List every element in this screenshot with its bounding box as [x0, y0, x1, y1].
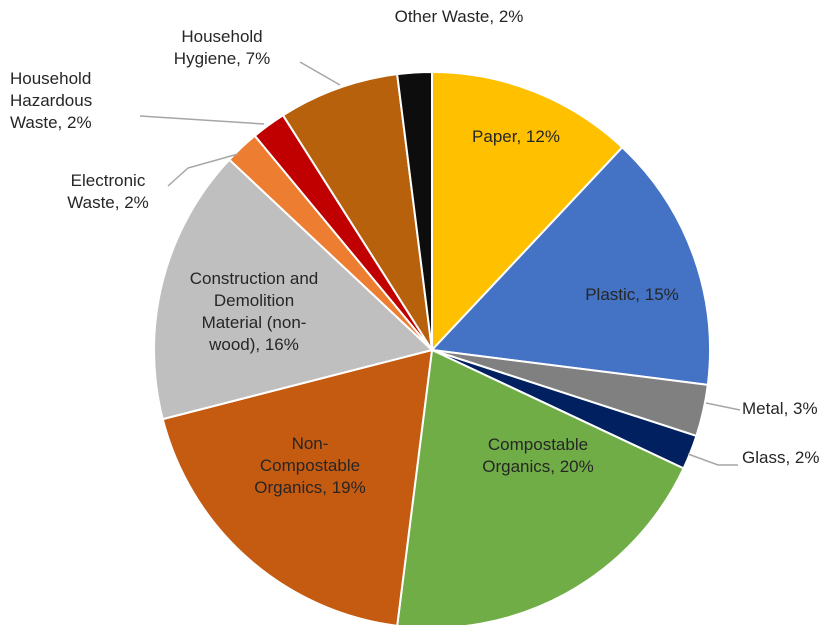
slice-label-line: wood), 16% [208, 335, 299, 354]
slice-label-line: Household [10, 69, 91, 88]
slice-label-11: Other Waste, 2% [395, 7, 524, 26]
slice-label-10: Household Hygiene, 7% [174, 27, 270, 68]
slice-label-line: Hazardous [10, 91, 92, 110]
slice-label-line: Material (non- [202, 313, 307, 332]
slice-label-9: Household Hazardous Waste, 2% [10, 69, 92, 132]
pie-slice-7 [153, 158, 435, 421]
slice-labels: Paper, 12% Plastic, 15% Metal, 3% Glass, 2%… [10, 7, 819, 497]
leader-line-4 [687, 453, 738, 466]
leader-line-10 [299, 61, 341, 86]
slice-label-line: Hygiene, 7% [174, 49, 270, 68]
slice-label-line: Demolition [214, 291, 294, 310]
slice-label-line: Compostable [260, 456, 360, 475]
slice-label-line: Paper, 12% [472, 127, 560, 146]
slice-label-3: Metal, 3% [742, 399, 818, 418]
slice-label-line: Household [181, 27, 262, 46]
slice-label-line: Glass, 2% [742, 448, 819, 467]
slice-label-line: Other Waste, 2% [395, 7, 524, 26]
leader-lines [139, 61, 741, 466]
slice-label-6: Non- Compostable Organics, 19% [254, 434, 366, 497]
slice-label-line: Electronic [71, 171, 146, 190]
slice-label-line: Construction and [190, 269, 319, 288]
slice-label-4: Glass, 2% [742, 448, 819, 467]
pie-slice-10 [281, 73, 433, 351]
slice-label-line: Organics, 20% [482, 457, 594, 476]
pie-slice-11 [396, 70, 433, 351]
slice-label-5: Compostable Organics, 20% [482, 435, 594, 476]
slice-label-line: Compostable [488, 435, 588, 454]
slice-label-1: Paper, 12% [472, 127, 560, 146]
pie-slice-6 [161, 348, 434, 625]
slice-label-2: Plastic, 15% [585, 285, 679, 304]
slice-label-line: Metal, 3% [742, 399, 818, 418]
pie-slice-5 [396, 348, 685, 625]
pie-slice-2 [429, 145, 711, 386]
leader-line-3 [705, 402, 741, 411]
pie-slices [153, 70, 711, 625]
slice-label-7: Construction and Demolition Material (non-… [190, 269, 319, 354]
slice-label-8: Electronic Waste, 2% [67, 171, 149, 212]
leader-line-9 [139, 115, 265, 125]
slice-label-line: Waste, 2% [10, 113, 92, 132]
pie-slice-1 [431, 70, 624, 353]
slice-label-line: Waste, 2% [67, 193, 149, 212]
slice-label-line: Organics, 19% [254, 478, 366, 497]
leader-line-8 [167, 153, 239, 187]
slice-label-line: Plastic, 15% [585, 285, 679, 304]
slice-label-line: Non- [292, 434, 329, 453]
